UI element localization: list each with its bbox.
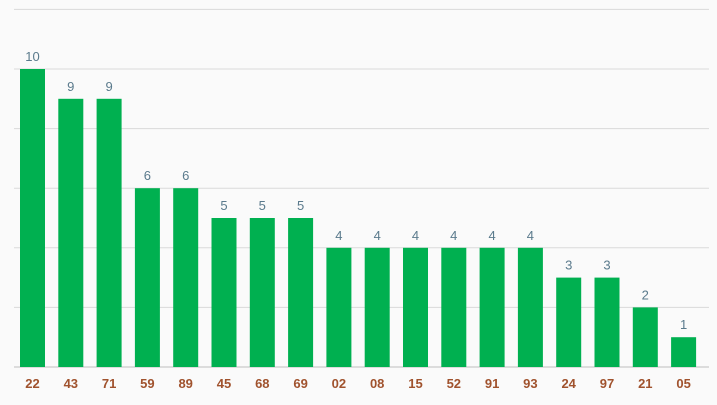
- x-tick-label-52: 52: [447, 376, 461, 391]
- value-label-91: 4: [488, 228, 495, 243]
- bar-93: [517, 247, 543, 367]
- value-label-08: 4: [374, 228, 381, 243]
- value-label-97: 3: [603, 258, 610, 273]
- value-label-89: 6: [182, 168, 189, 183]
- x-tick-label-21: 21: [638, 376, 652, 391]
- x-tick-label-89: 89: [178, 376, 192, 391]
- x-axis-tick-labels: 22 43 71 59 89 45 68 69 02 08 15 52 91 93 24 97 21 05: [25, 376, 691, 391]
- bar-52: [441, 247, 467, 367]
- bar-24: [556, 277, 582, 367]
- x-tick-label-91: 91: [485, 376, 499, 391]
- x-tick-label-68: 68: [255, 376, 269, 391]
- x-tick-label-97: 97: [600, 376, 614, 391]
- bar-89: [173, 188, 199, 367]
- value-label-43: 9: [67, 79, 74, 94]
- value-label-59: 6: [144, 168, 151, 183]
- value-label-45: 5: [220, 198, 227, 213]
- x-tick-label-15: 15: [408, 376, 422, 391]
- grid-lines: [14, 8, 709, 368]
- bar-91: [479, 247, 505, 367]
- value-labels: 10 9 9 6 6 5 5 5 4 4 4 4 4 4 3 3 2 1: [25, 49, 687, 332]
- bar-22: [20, 69, 45, 367]
- value-label-21: 2: [642, 287, 649, 302]
- bar-08: [364, 247, 390, 367]
- value-label-69: 5: [297, 198, 304, 213]
- value-label-24: 3: [565, 258, 572, 273]
- x-tick-label-22: 22: [25, 376, 39, 391]
- bar-71: [96, 98, 122, 368]
- value-label-05: 1: [680, 317, 687, 332]
- x-tick-label-05: 05: [676, 376, 690, 391]
- bar-68: [249, 218, 275, 367]
- bar-15: [403, 247, 428, 367]
- value-label-15: 4: [412, 228, 419, 243]
- value-label-52: 4: [450, 228, 457, 243]
- bar-59: [134, 188, 160, 367]
- x-tick-label-08: 08: [370, 376, 384, 391]
- x-tick-label-59: 59: [140, 376, 154, 391]
- bar-05: [671, 337, 697, 367]
- bar-43: [58, 98, 84, 368]
- value-label-02: 4: [335, 228, 342, 243]
- x-tick-label-43: 43: [64, 376, 78, 391]
- value-label-93: 4: [527, 228, 534, 243]
- x-tick-label-02: 02: [332, 376, 346, 391]
- bar-21: [632, 307, 658, 367]
- bar-97: [594, 277, 620, 367]
- value-label-68: 5: [259, 198, 266, 213]
- value-label-22: 10: [25, 49, 39, 64]
- bars: [20, 69, 697, 368]
- x-tick-label-24: 24: [561, 376, 576, 391]
- x-tick-label-45: 45: [217, 376, 231, 391]
- bar-02: [326, 247, 352, 367]
- x-tick-label-71: 71: [102, 376, 116, 391]
- x-tick-label-93: 93: [523, 376, 537, 391]
- bar-69: [288, 218, 314, 367]
- x-tick-label-69: 69: [293, 376, 307, 391]
- value-label-71: 9: [105, 79, 112, 94]
- bar-45: [211, 218, 237, 367]
